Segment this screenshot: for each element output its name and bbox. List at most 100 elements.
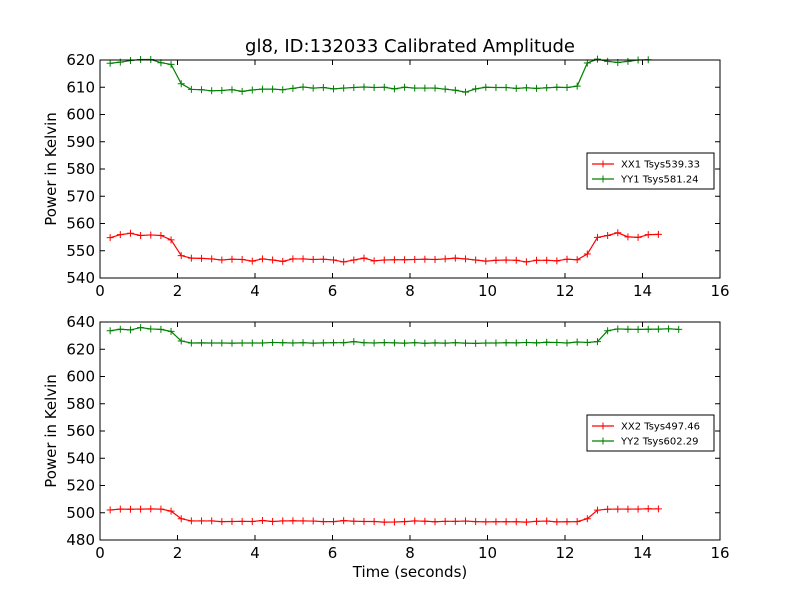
data-point bbox=[563, 518, 571, 526]
data-point bbox=[167, 507, 175, 515]
data-point bbox=[137, 231, 145, 239]
data-point bbox=[512, 256, 520, 264]
data-point bbox=[492, 256, 500, 264]
data-point bbox=[431, 518, 439, 526]
data-point bbox=[502, 518, 510, 526]
data-point bbox=[675, 325, 683, 333]
subplot-1: 0 2 4 6 8 10 12 14 16 540 550 560 570 580 590 600 610 620… bbox=[42, 36, 730, 300]
data-point bbox=[401, 518, 409, 526]
data-point bbox=[289, 517, 297, 525]
data-point bbox=[573, 338, 581, 346]
data-point bbox=[269, 517, 277, 525]
y-axis-label: Power in Kelvin bbox=[42, 374, 60, 488]
data-point bbox=[299, 339, 307, 347]
data-point bbox=[472, 518, 480, 526]
data-point bbox=[390, 85, 398, 93]
data-point bbox=[573, 256, 581, 264]
data-point bbox=[228, 517, 236, 525]
data-point bbox=[126, 326, 134, 334]
data-point bbox=[106, 506, 114, 514]
data-point bbox=[360, 254, 368, 262]
data-point bbox=[360, 339, 368, 347]
data-point bbox=[147, 505, 155, 513]
data-point bbox=[624, 325, 632, 333]
data-point bbox=[604, 505, 612, 513]
data-point bbox=[492, 518, 500, 526]
data-point bbox=[370, 257, 378, 265]
data-point bbox=[319, 84, 327, 92]
y-tick-label: 600 bbox=[66, 106, 95, 124]
data-point bbox=[665, 325, 673, 333]
data-point bbox=[187, 85, 195, 93]
data-point bbox=[309, 339, 317, 347]
data-point bbox=[411, 84, 419, 92]
data-point bbox=[238, 339, 246, 347]
data-point bbox=[482, 339, 490, 347]
x-tick-label: 2 bbox=[173, 544, 183, 562]
data-point bbox=[533, 84, 541, 92]
data-point bbox=[167, 327, 175, 335]
data-point bbox=[248, 86, 256, 94]
data-point bbox=[228, 255, 236, 263]
data-point bbox=[593, 506, 601, 514]
y-tick-label: 570 bbox=[66, 187, 95, 205]
data-point bbox=[654, 230, 662, 238]
data-point bbox=[573, 518, 581, 526]
y-tick-label: 540 bbox=[66, 449, 95, 467]
data-point bbox=[289, 255, 297, 263]
x-tick-label: 6 bbox=[328, 282, 338, 300]
y-tick-label: 600 bbox=[66, 368, 95, 386]
data-point bbox=[289, 84, 297, 92]
data-point bbox=[451, 254, 459, 262]
legend-box bbox=[586, 152, 715, 190]
data-point bbox=[401, 339, 409, 347]
data-point bbox=[583, 250, 591, 258]
data-point bbox=[563, 339, 571, 347]
data-point bbox=[147, 231, 155, 239]
data-point bbox=[553, 338, 561, 346]
data-point bbox=[208, 87, 216, 95]
data-point bbox=[299, 255, 307, 263]
y-tick-label: 610 bbox=[66, 78, 95, 96]
y-tick-label: 640 bbox=[66, 313, 95, 331]
data-point bbox=[411, 339, 419, 347]
x-axis-label: Time (seconds) bbox=[352, 563, 468, 581]
data-point bbox=[157, 325, 165, 333]
data-point bbox=[461, 517, 469, 525]
data-point bbox=[198, 86, 206, 94]
data-point bbox=[380, 339, 388, 347]
x-tick-label: 10 bbox=[478, 282, 497, 300]
y-tick-label: 480 bbox=[66, 531, 95, 549]
legend-marker bbox=[599, 422, 607, 430]
data-point bbox=[522, 258, 530, 266]
series-1 bbox=[106, 505, 662, 526]
data-point bbox=[421, 255, 429, 263]
data-point bbox=[593, 55, 601, 63]
data-point bbox=[248, 517, 256, 525]
data-point bbox=[228, 86, 236, 94]
y-tick-label: 580 bbox=[66, 395, 95, 413]
y-tick-label: 620 bbox=[66, 51, 95, 69]
data-point bbox=[177, 80, 185, 88]
x-tick-label: 16 bbox=[710, 544, 729, 562]
data-point bbox=[248, 257, 256, 265]
data-point bbox=[289, 339, 297, 347]
data-point bbox=[512, 84, 520, 92]
data-point bbox=[411, 517, 419, 525]
data-point bbox=[187, 339, 195, 347]
data-point bbox=[441, 517, 449, 525]
data-point bbox=[350, 84, 358, 92]
data-point bbox=[502, 256, 510, 264]
y-axis-label: Power in Kelvin bbox=[42, 112, 60, 226]
data-point bbox=[299, 517, 307, 525]
data-point bbox=[340, 339, 348, 347]
data-point bbox=[604, 327, 612, 335]
data-point bbox=[198, 339, 206, 347]
data-point bbox=[258, 517, 266, 525]
data-point bbox=[279, 339, 287, 347]
data-point bbox=[126, 229, 134, 237]
data-point bbox=[502, 84, 510, 92]
x-tick-label: 8 bbox=[405, 544, 415, 562]
data-point bbox=[350, 256, 358, 264]
data-point bbox=[461, 339, 469, 347]
